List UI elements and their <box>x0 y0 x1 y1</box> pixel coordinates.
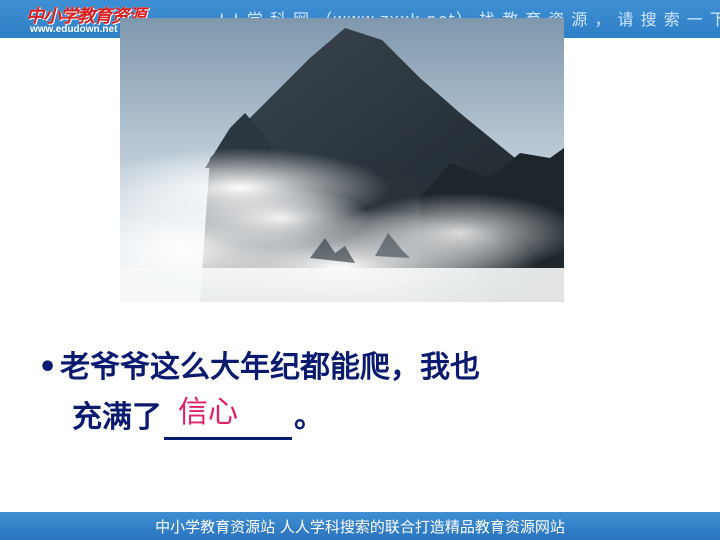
site-url[interactable]: www.edudown.net <box>30 24 118 35</box>
mountain-photo <box>120 18 564 302</box>
question-text-2-prefix: 充满了 <box>72 400 162 435</box>
answer-text: 信心 <box>178 395 238 430</box>
bullet-icon: • <box>38 350 58 385</box>
question-text-1: 老爷爷这么大年纪都能爬，我也 <box>60 350 480 385</box>
bottom-banner: 中小学教育资源站 人人学科搜索的联合打造精品教育资源网站 <box>0 512 720 540</box>
answer-blank: 信心 <box>164 395 292 440</box>
footer-text: 中小学教育资源站 人人学科搜索的联合打造精品教育资源网站 <box>155 518 565 536</box>
mountain-illustration <box>120 18 564 302</box>
site-logo[interactable]: 中小学教育资源 <box>26 6 146 27</box>
question-line-2: 充满了 信心 。 <box>72 395 324 440</box>
question-line-1: •老爷爷这么大年纪都能爬，我也 <box>38 346 480 390</box>
question-text-2-suffix: 。 <box>294 400 324 435</box>
